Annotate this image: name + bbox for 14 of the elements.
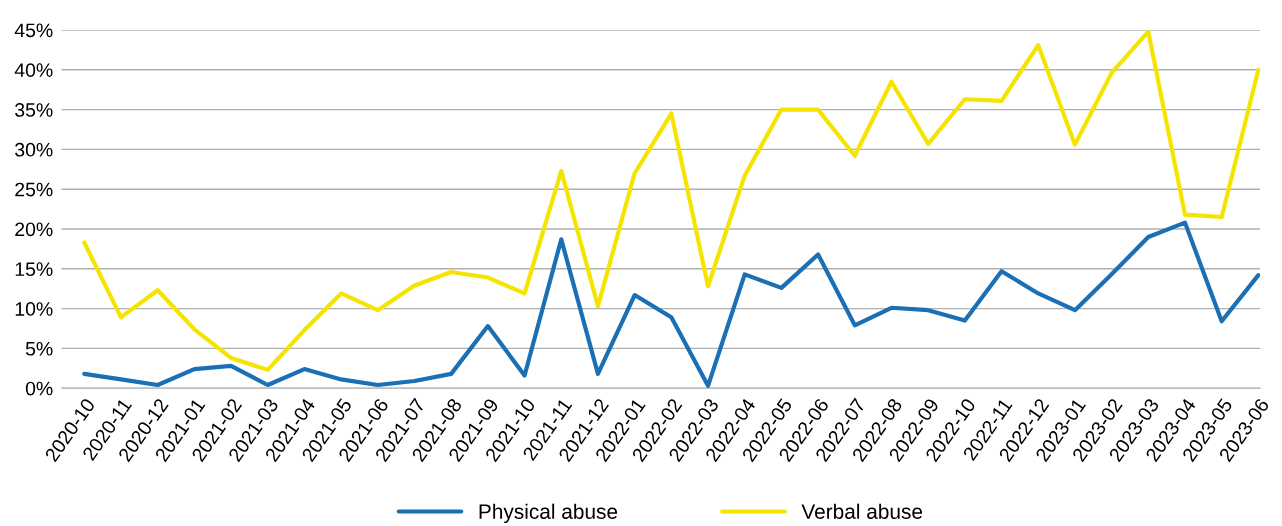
y-tick-label: 0%	[25, 381, 53, 396]
line-series	[82, 29, 1261, 372]
y-tick-label: 30%	[15, 142, 53, 157]
line-series	[82, 220, 1261, 388]
y-tick-label: 40%	[14, 63, 53, 78]
y-tick-label: 35%	[15, 103, 53, 117]
y-tick-label: 10%	[15, 302, 53, 316]
y-tick-label: 25%	[15, 182, 53, 197]
legend-label: Verbal abuse	[801, 503, 923, 519]
y-tick-label: 20%	[15, 222, 53, 237]
y-tick-label: 45%	[14, 23, 53, 38]
legend-label: Physical abuse	[479, 503, 618, 524]
y-tick-label: 5%	[25, 341, 53, 356]
y-tick-label: 15%	[15, 262, 53, 277]
